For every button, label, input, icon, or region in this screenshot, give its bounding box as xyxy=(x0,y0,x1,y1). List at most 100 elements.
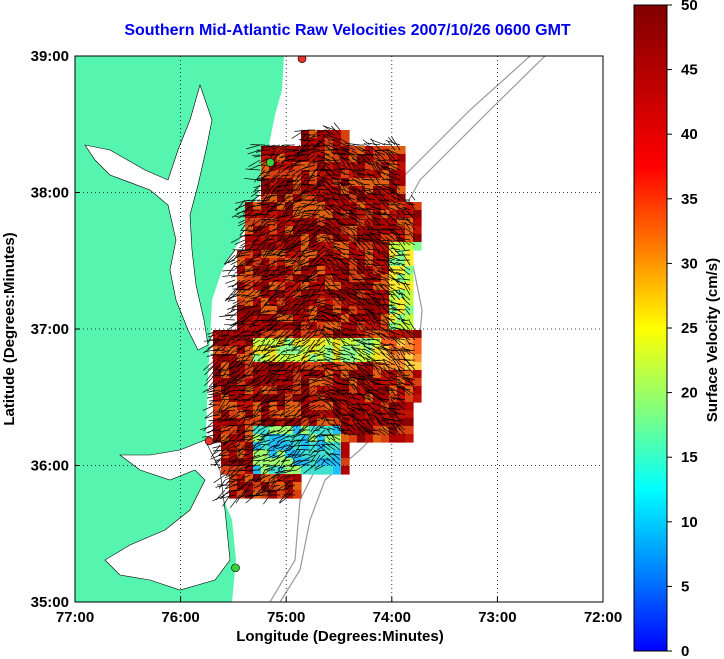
velocity-cell xyxy=(301,330,310,339)
velocity-cell xyxy=(229,354,238,363)
velocity-arrow xyxy=(253,399,261,403)
velocity-arrow xyxy=(357,333,366,336)
velocity-arrow xyxy=(272,409,281,414)
velocity-arrow xyxy=(220,394,226,403)
velocity-arrow xyxy=(255,474,271,481)
velocity-arrow xyxy=(335,255,346,266)
velocity-arrow xyxy=(386,174,401,181)
velocity-cell xyxy=(301,186,310,195)
velocity-cell xyxy=(237,458,246,467)
velocity-cell xyxy=(341,330,350,339)
velocity-arrow xyxy=(256,174,271,180)
velocity-cell xyxy=(381,338,390,347)
velocity-arrow xyxy=(330,125,341,136)
velocity-arrow xyxy=(262,239,271,242)
velocity-cell xyxy=(277,426,286,435)
velocity-arrow xyxy=(360,362,371,366)
velocity-arrow xyxy=(376,259,391,262)
velocity-cell xyxy=(221,362,230,371)
velocity-arrow xyxy=(204,364,216,376)
velocity-arrow xyxy=(360,330,376,336)
velocity-arrow xyxy=(284,374,296,381)
velocity-cell xyxy=(397,394,406,403)
velocity-arrow xyxy=(235,379,246,385)
velocity-arrow xyxy=(394,249,401,256)
velocity-arrow xyxy=(345,392,356,396)
velocity-arrow xyxy=(219,364,226,373)
velocity-cell xyxy=(381,242,390,251)
velocity-arrow xyxy=(379,199,391,201)
velocity-cell xyxy=(269,370,278,379)
velocity-arrow xyxy=(409,320,416,331)
velocity-arrow xyxy=(306,339,316,352)
velocity-arrow xyxy=(352,383,361,391)
velocity-arrow xyxy=(211,429,221,432)
velocity-arrow xyxy=(259,394,266,401)
velocity-arrow xyxy=(260,419,271,421)
velocity-arrow xyxy=(392,239,406,242)
velocity-arrow xyxy=(348,209,361,221)
velocity-arrow xyxy=(255,239,266,251)
velocity-arrow xyxy=(264,339,276,352)
velocity-arrow xyxy=(335,187,346,201)
velocity-cell xyxy=(381,314,390,323)
velocity-cell xyxy=(269,170,278,179)
velocity-arrow xyxy=(324,163,336,176)
velocity-cell xyxy=(245,378,254,387)
velocity-cell xyxy=(413,370,422,379)
velocity-arrow xyxy=(218,374,226,377)
velocity-arrow xyxy=(358,261,366,271)
velocity-arrow xyxy=(243,424,256,426)
velocity-cell xyxy=(333,138,342,147)
velocity-cell xyxy=(301,402,310,411)
velocity-arrow xyxy=(312,449,326,453)
velocity-cell xyxy=(269,218,278,227)
velocity-arrow xyxy=(268,279,276,290)
velocity-arrow xyxy=(391,183,401,186)
velocity-arrow xyxy=(375,160,386,171)
velocity-arrow xyxy=(234,269,241,274)
velocity-arrow xyxy=(323,315,336,326)
velocity-arrow xyxy=(328,384,341,391)
velocity-cell xyxy=(333,458,342,467)
velocity-arrow xyxy=(361,395,371,401)
velocity-arrow xyxy=(357,313,366,316)
velocity-cell xyxy=(245,314,254,323)
velocity-arrow xyxy=(259,294,271,296)
velocity-arrow xyxy=(353,169,366,172)
velocity-arrow xyxy=(231,308,246,311)
velocity-arrow xyxy=(411,195,416,201)
velocity-arrow xyxy=(293,404,301,409)
velocity-arrow xyxy=(282,249,296,254)
velocity-cell xyxy=(365,202,374,211)
velocity-arrow xyxy=(345,279,356,286)
velocity-arrow xyxy=(385,364,396,371)
velocity-arrow xyxy=(252,194,261,201)
velocity-arrow xyxy=(293,384,306,394)
velocity-cell xyxy=(285,322,294,331)
velocity-arrow xyxy=(309,449,321,463)
velocity-arrow xyxy=(334,160,341,166)
velocity-arrow xyxy=(380,373,391,381)
velocity-arrow xyxy=(312,224,326,235)
velocity-cell xyxy=(261,298,270,307)
velocity-arrow xyxy=(248,324,261,327)
velocity-cell xyxy=(349,314,358,323)
velocity-cell xyxy=(365,290,374,299)
velocity-arrow xyxy=(369,271,376,276)
velocity-arrow xyxy=(234,329,241,334)
velocity-arrow xyxy=(290,313,301,316)
velocity-arrow xyxy=(207,339,221,350)
velocity-arrow xyxy=(303,144,311,153)
velocity-cell xyxy=(277,266,286,275)
velocity-arrow xyxy=(378,235,386,241)
velocity-arrow xyxy=(208,394,216,396)
velocity-arrow xyxy=(392,291,401,301)
velocity-arrow xyxy=(302,173,311,176)
velocity-arrow xyxy=(206,354,216,357)
velocity-arrow xyxy=(373,188,381,191)
velocity-cell xyxy=(365,378,374,387)
velocity-arrow xyxy=(352,383,361,396)
velocity-arrow xyxy=(235,474,246,487)
